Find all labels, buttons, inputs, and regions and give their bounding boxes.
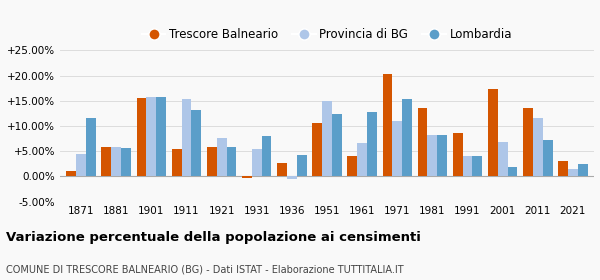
- Bar: [76, 154, 86, 176]
- Bar: [191, 110, 201, 176]
- Bar: [312, 123, 322, 176]
- Bar: [332, 114, 342, 176]
- Bar: [367, 112, 377, 176]
- Bar: [558, 161, 568, 176]
- Bar: [182, 99, 191, 176]
- Bar: [498, 142, 508, 176]
- Bar: [297, 155, 307, 176]
- Bar: [347, 156, 357, 176]
- Bar: [533, 118, 543, 176]
- Bar: [252, 149, 262, 176]
- Bar: [427, 135, 437, 176]
- Bar: [156, 97, 166, 176]
- Bar: [217, 138, 227, 176]
- Bar: [357, 143, 367, 176]
- Bar: [383, 74, 392, 176]
- Bar: [463, 156, 472, 176]
- Bar: [207, 147, 217, 176]
- Bar: [453, 132, 463, 176]
- Text: Variazione percentuale della popolazione ai censimenti: Variazione percentuale della popolazione…: [6, 231, 421, 244]
- Legend: Trescore Balneario, Provincia di BG, Lombardia: Trescore Balneario, Provincia di BG, Lom…: [137, 23, 517, 45]
- Bar: [227, 147, 236, 176]
- Bar: [172, 149, 182, 176]
- Bar: [111, 147, 121, 176]
- Bar: [472, 156, 482, 176]
- Bar: [418, 108, 427, 176]
- Bar: [277, 163, 287, 176]
- Bar: [146, 97, 156, 176]
- Bar: [392, 121, 402, 176]
- Bar: [262, 136, 271, 176]
- Bar: [437, 135, 447, 176]
- Bar: [402, 99, 412, 176]
- Bar: [67, 171, 76, 176]
- Bar: [488, 89, 498, 176]
- Bar: [322, 101, 332, 176]
- Bar: [137, 98, 146, 176]
- Bar: [242, 176, 252, 178]
- Bar: [568, 169, 578, 176]
- Text: COMUNE DI TRESCORE BALNEARIO (BG) - Dati ISTAT - Elaborazione TUTTITALIA.IT: COMUNE DI TRESCORE BALNEARIO (BG) - Dati…: [6, 264, 404, 274]
- Bar: [578, 164, 587, 176]
- Bar: [121, 148, 131, 176]
- Bar: [287, 176, 297, 179]
- Bar: [523, 108, 533, 176]
- Bar: [101, 147, 111, 176]
- Bar: [508, 167, 517, 176]
- Bar: [86, 118, 96, 176]
- Bar: [543, 140, 553, 176]
